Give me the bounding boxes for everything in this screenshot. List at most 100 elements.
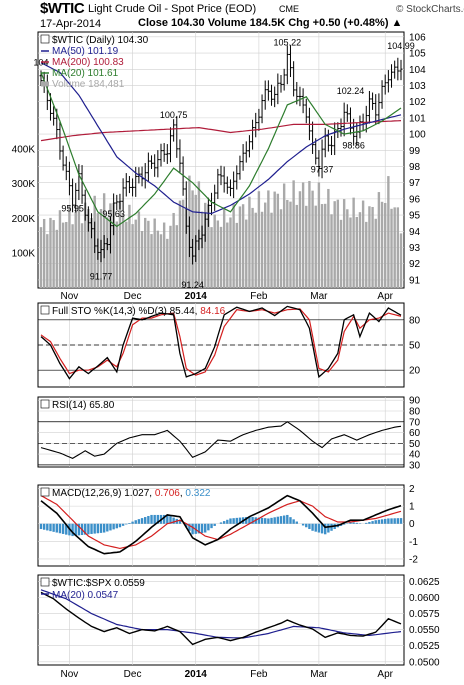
brand-watermark: © StockCharts.com	[396, 4, 464, 15]
macd-histogram-bar	[396, 518, 400, 524]
volume-bar	[207, 204, 210, 288]
price-legend-entry: Volume 184,481	[52, 79, 125, 90]
volume-bar	[131, 224, 134, 288]
macd-histogram-bar	[226, 519, 229, 524]
macd-histogram-bar	[248, 516, 251, 524]
macd-histogram-bar	[144, 517, 147, 524]
macd-histogram-bar	[342, 523, 346, 525]
volume-bar	[241, 204, 245, 288]
volume-bar	[106, 217, 109, 288]
macd-histogram-bar	[99, 523, 103, 533]
volume-bar	[384, 203, 387, 288]
macd-histogram-bar	[197, 523, 201, 534]
symbol-title: $WTIC	[40, 0, 85, 17]
volume-bar	[84, 202, 87, 288]
volume-bar	[387, 176, 390, 288]
macd-histogram-bar	[156, 514, 160, 524]
volume-bar	[71, 224, 74, 288]
rsi-axis-tick-label: 90	[409, 396, 421, 407]
volume-bar	[153, 218, 156, 288]
ma20-line	[40, 72, 402, 228]
volume-bar	[377, 192, 381, 288]
macd-histogram-bar	[308, 523, 311, 530]
volume-bar	[134, 219, 137, 288]
volume-bar	[317, 182, 321, 288]
volume-bar	[55, 229, 58, 288]
macd-histogram-bar	[166, 514, 169, 524]
volume-bar	[298, 191, 302, 288]
macd-histogram-bar	[90, 523, 93, 534]
macd-histogram-bar	[276, 516, 280, 524]
volume-bar	[289, 201, 292, 288]
quote-date: 17-Apr-2014	[40, 18, 102, 30]
macd-histogram-bar	[324, 523, 327, 535]
volume-bar	[68, 205, 71, 288]
macd-histogram-bar	[213, 523, 216, 526]
volume-bar	[90, 218, 93, 288]
macd-histogram-bar	[46, 523, 49, 531]
macd-histogram-bar	[355, 522, 358, 524]
volume-bar	[216, 220, 220, 288]
volume-bar	[42, 218, 46, 288]
rsi-axis-tick-label: 70	[409, 417, 421, 428]
volume-bar	[282, 183, 286, 288]
volume-bar	[65, 222, 68, 288]
volume-bar	[292, 180, 295, 288]
price-axis-tick-label: 101	[409, 113, 426, 124]
rsi-axis-tick-label: 80	[409, 407, 421, 418]
macd-histogram-bar	[219, 522, 223, 524]
rsi-line	[40, 421, 402, 460]
macd-histogram-bar	[352, 522, 355, 524]
volume-bar	[156, 230, 160, 288]
macd-histogram-bar	[121, 523, 125, 526]
volume-bar	[74, 212, 77, 288]
volume-bar	[80, 223, 84, 288]
price-legend-entry: MA(50) 101.19	[52, 46, 119, 57]
volume-bar	[251, 207, 254, 288]
macd-histogram-bar	[207, 523, 210, 531]
volume-bar	[295, 204, 298, 288]
volume-bar	[115, 221, 118, 288]
volume-bar	[333, 201, 336, 288]
macd-histogram-bar	[74, 523, 77, 536]
volume-bar	[159, 234, 163, 288]
volume-bar	[380, 201, 384, 288]
macd-histogram-bar	[374, 520, 377, 524]
stochastic-axis-tick-label: 80	[409, 315, 421, 326]
volume-bar	[52, 220, 55, 288]
volume-tick-label: 100K	[12, 249, 36, 260]
ratio-line	[40, 591, 402, 646]
x-axis-label: Dec	[124, 669, 142, 680]
macd-histogram-bar	[96, 523, 100, 534]
macd-axis-tick-label: -1	[409, 537, 418, 548]
macd-histogram-bar	[264, 518, 267, 524]
volume-bar	[327, 188, 330, 288]
macd-histogram-bar	[178, 520, 182, 524]
macd-axis-tick-label: 0	[409, 519, 415, 530]
macd-histogram-bar	[200, 523, 204, 533]
price-annotation: 102.24	[337, 86, 365, 96]
x-axis-label: Apr	[377, 291, 393, 302]
macd-histogram-bar	[267, 518, 270, 524]
volume-bar	[308, 180, 311, 288]
price-legend-marker	[40, 34, 50, 44]
macd-histogram-bar	[380, 519, 384, 524]
macd-histogram-bar	[377, 519, 381, 524]
macd-histogram-bar	[235, 517, 238, 524]
price-axis-tick-label: 96	[409, 194, 421, 205]
volume-bar	[368, 206, 371, 288]
macd-histogram-bar	[314, 523, 317, 532]
macd-histogram-bar	[387, 518, 390, 524]
macd-histogram-bar	[270, 517, 273, 524]
volume-bar	[235, 222, 238, 288]
macd-histogram-bar	[320, 523, 324, 534]
macd-histogram-bar	[317, 523, 321, 533]
volume-bar	[238, 206, 242, 288]
price-axis-tick-label: 103	[409, 81, 426, 92]
rsi-axis-tick-label: 30	[409, 460, 421, 471]
volume-bar	[399, 233, 403, 288]
price-axis-tick-label: 102	[409, 97, 426, 108]
volume-tick-label: 200K	[12, 214, 36, 225]
volume-bar	[396, 207, 400, 288]
